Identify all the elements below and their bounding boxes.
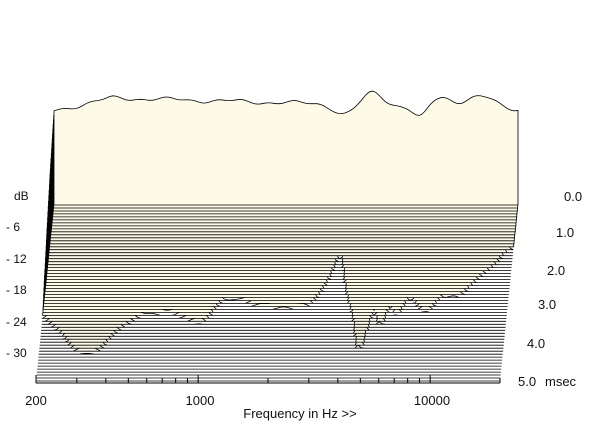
x-tick-label: 10000 <box>414 393 450 408</box>
time-tick-label: 0.0 <box>564 189 582 204</box>
y-tick-label: - 18 <box>6 283 27 297</box>
time-tick-label: 5.0 <box>518 374 536 389</box>
time-tick-label: 4.0 <box>527 336 545 351</box>
y-tick-label: - 24 <box>6 315 27 329</box>
x-axis-label: Frequency in Hz >> <box>243 406 356 421</box>
y-tick-label: - 6 <box>6 220 20 234</box>
decay-slice <box>53 90 519 206</box>
time-tick-label: 3.0 <box>538 297 556 312</box>
y-axis-label: dB <box>14 189 29 203</box>
time-tick-label: 2.0 <box>547 263 565 278</box>
decay-slices <box>36 90 519 382</box>
y-tick-label: - 12 <box>6 252 27 266</box>
x-tick-label: 200 <box>25 393 47 408</box>
x-axis-baseline <box>35 375 501 384</box>
x-tick-label: 1000 <box>186 393 215 408</box>
y-tick-label: - 30 <box>6 346 27 360</box>
time-tick-label: 1.0 <box>556 225 574 240</box>
time-unit-label: msec <box>545 374 577 389</box>
decay-slice <box>38 353 503 355</box>
